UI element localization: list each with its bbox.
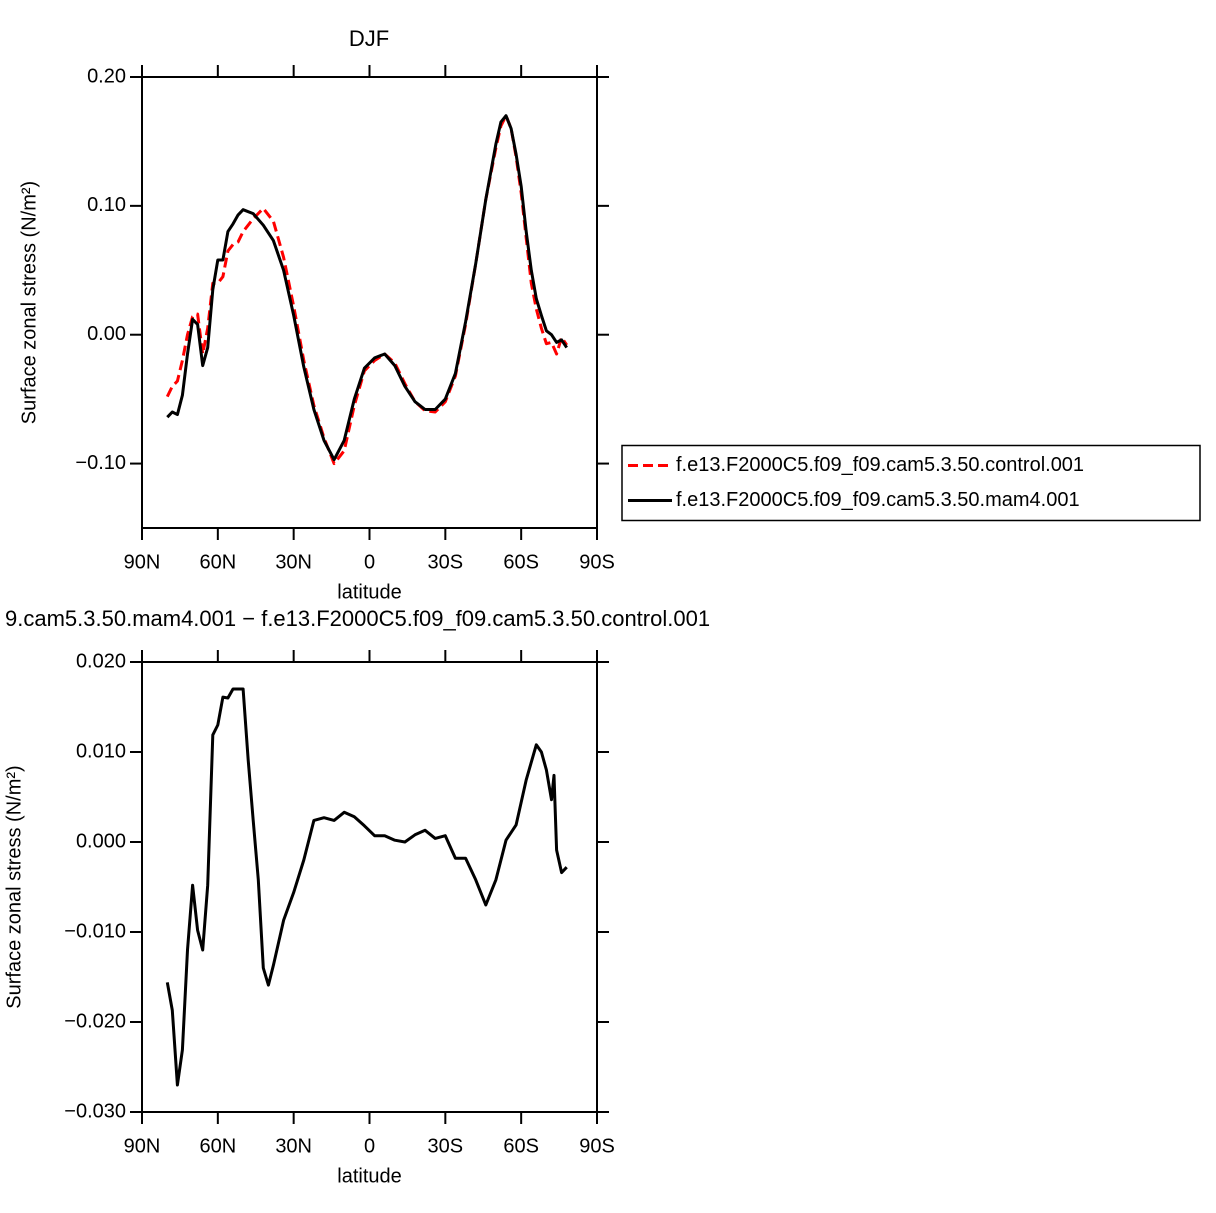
y-tick-label: 0.10 <box>87 194 126 216</box>
x-tick-label: 30S <box>428 551 464 573</box>
legend-box <box>621 444 1201 522</box>
x-tick-label: 90S <box>579 1135 615 1157</box>
plot-frame <box>141 661 598 1113</box>
x-axis-label: latitude <box>337 1165 402 1187</box>
x-tick-label: 0 <box>364 1135 375 1157</box>
x-tick-label: 30S <box>428 1135 464 1157</box>
x-tick-label: 60N <box>199 551 236 573</box>
data-line <box>166 114 568 462</box>
x-tick-label: 60S <box>503 1135 539 1157</box>
x-tick-label: 60N <box>199 1135 236 1157</box>
y-tick-label: 0.020 <box>76 650 126 672</box>
chart-title: 9.cam5.3.50.mam4.001 − f.e13.F2000C5.f09… <box>5 606 710 631</box>
x-axis-label: latitude <box>337 581 402 603</box>
plot-frame <box>141 76 598 529</box>
legend-label: f.e13.F2000C5.f09_f09.cam5.3.50.mam4.001 <box>676 489 1080 511</box>
y-tick-label: −0.010 <box>64 920 126 942</box>
x-tick-label: 30N <box>275 551 312 573</box>
y-tick-label: 0.20 <box>87 65 126 87</box>
y-tick-label: −0.030 <box>64 1100 126 1122</box>
y-axis-label: Surface zonal stress (N/m²) <box>18 181 40 424</box>
y-tick-label: −0.020 <box>64 1010 126 1032</box>
y-tick-label: 0.010 <box>76 740 126 762</box>
x-tick-label: 90N <box>124 1135 161 1157</box>
x-tick-label: 90S <box>579 551 615 573</box>
x-tick-label: 60S <box>503 551 539 573</box>
y-tick-label: 0.00 <box>87 323 126 345</box>
y-tick-label: −0.10 <box>75 452 126 474</box>
data-line <box>165 687 568 1087</box>
legend-label: f.e13.F2000C5.f09_f09.cam5.3.50.control.… <box>676 454 1084 476</box>
chart-title: DJF <box>349 26 389 51</box>
x-tick-label: 30N <box>275 1135 312 1157</box>
y-axis-label: Surface zonal stress (N/m²) <box>3 765 25 1008</box>
x-tick-label: 0 <box>364 551 375 573</box>
x-tick-label: 90N <box>124 551 161 573</box>
data-line <box>165 114 568 466</box>
y-tick-label: 0.000 <box>76 830 126 852</box>
